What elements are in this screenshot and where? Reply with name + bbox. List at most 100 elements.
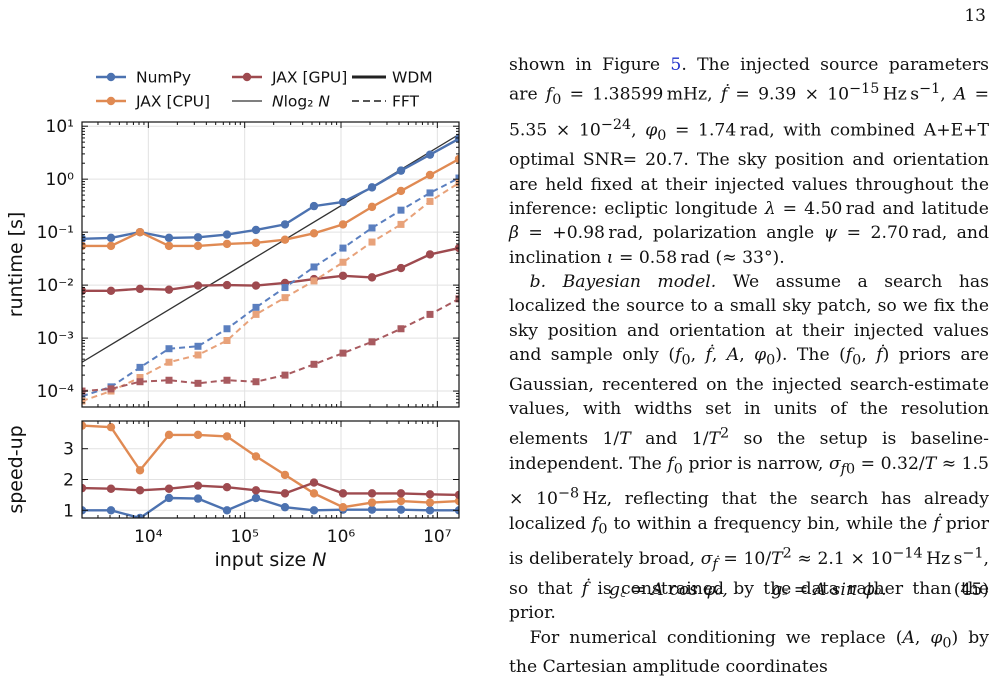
jax-gpu-wdm-point: [106, 286, 116, 296]
jax-gpu-wdm-point: [251, 281, 261, 290]
paragraph-conditioning: For numerical conditioning we replace (A…: [509, 627, 989, 678]
speedup-tick-label: 2: [63, 471, 74, 491]
legend-jax-gpu-marker: [242, 72, 252, 82]
numpy-fft-point: [281, 284, 289, 292]
jax-gpu-speedup-point: [367, 489, 377, 498]
jax-gpu-fft-point: [281, 371, 289, 379]
jax-gpu-speedup-point: [222, 483, 232, 492]
numpy-wdm-point: [367, 183, 377, 192]
numpy-speedup-point: [106, 506, 116, 515]
runtime-axis-label: runtime [s]: [5, 212, 27, 318]
jax-gpu-wdm-line: [82, 246, 459, 292]
jax-gpu-fft-point: [107, 385, 115, 393]
jax-cpu-speedup-point: [251, 452, 261, 461]
paragraph-bayesian-model: b. Bayesian model. We assume a search ha…: [509, 270, 989, 625]
jax-gpu-wdm-point: [135, 284, 145, 294]
equation-number: (45): [953, 580, 989, 600]
runtime-tick-label: 10⁻²: [37, 276, 74, 296]
jax-gpu-fft-point: [339, 349, 347, 357]
runtime-tick-label: 10⁻¹: [37, 223, 74, 243]
jax-cpu-wdm-point: [251, 238, 261, 247]
jax-cpu-speedup-point: [338, 503, 348, 512]
jax-gpu-speedup-point: [106, 484, 116, 493]
jax-cpu-wdm-point: [280, 235, 290, 244]
jax-gpu-speedup-point: [135, 486, 145, 495]
x-tick-label: 10⁵: [230, 527, 258, 547]
jax-cpu-speedup-point: [135, 466, 145, 475]
jax-gpu-fft-point: [397, 325, 405, 333]
speedup-tick-label: 1: [63, 501, 74, 521]
numpy-fft-point: [426, 189, 434, 197]
jax-gpu-wdm-point: [367, 273, 377, 282]
numpy-fft-line: [82, 177, 459, 398]
equation-body: g꜀ = A cos φ₀, gₛ = A sin φ₀.: [609, 580, 887, 600]
x-axis-label: input size N: [214, 549, 326, 571]
numpy-fft-point: [455, 174, 459, 182]
jax-gpu-speedup-point: [425, 490, 435, 499]
numpy-speedup-point: [193, 494, 203, 503]
jax-cpu-wdm-line: [82, 157, 459, 248]
jax-cpu-wdm-point: [309, 229, 319, 238]
jax-cpu-fft-point: [281, 294, 289, 302]
numpy-fft-point: [339, 244, 347, 252]
jax-gpu-fft-point: [455, 295, 459, 303]
jax-cpu-fft-point: [339, 258, 347, 266]
jax-gpu-speedup-point: [454, 490, 459, 500]
legend-fft-label: FFT: [392, 93, 420, 111]
jax-cpu-speedup-point: [82, 421, 87, 430]
runtime-tick-label: 10⁰: [46, 170, 75, 190]
numpy-wdm-point: [106, 233, 116, 243]
numpy-speedup-point: [367, 505, 377, 514]
jax-cpu-wdm-point: [164, 241, 174, 251]
jax-gpu-wdm-point: [222, 280, 232, 290]
jax-cpu-fft-point: [136, 374, 144, 382]
jax-gpu-speedup-point: [396, 489, 406, 498]
numpy-wdm-point: [193, 233, 203, 242]
jax-cpu-fft-point: [194, 351, 202, 359]
legend-n-log-n-label: Nlog₂ N: [272, 93, 330, 111]
numpy-fft-point: [397, 206, 405, 214]
jax-cpu-fft-point: [310, 277, 318, 285]
paragraph-injection: shown in Figure 5. The injected source p…: [509, 55, 990, 268]
jax-cpu-wdm-point: [222, 239, 232, 249]
jax-cpu-wdm-point: [135, 227, 145, 237]
jax-cpu-speedup-point: [222, 432, 232, 441]
jax-cpu-speedup-point: [309, 489, 319, 498]
jax-gpu-speedup-point: [309, 478, 319, 487]
jax-gpu-wdm-point: [396, 263, 406, 273]
numpy-speedup-point: [135, 513, 145, 518]
x-tick-label: 10⁷: [423, 527, 452, 547]
runtime-figure: 10⁻⁴ 10⁻³ 10⁻² 10⁻¹ 10⁰ 10¹ 1 2 3 10⁴ 10⁵ 10⁶ 10⁷ run…: [5, 69, 460, 571]
numpy-wdm-line: [82, 137, 459, 240]
jax-cpu-speedup-point: [396, 496, 406, 506]
jax-gpu-fft-point: [165, 376, 173, 384]
numpy-speedup-point: [222, 506, 232, 515]
numpy-wdm-point: [309, 201, 319, 211]
jax-cpu-speedup-point: [106, 422, 116, 432]
numpy-fft-point: [194, 342, 202, 350]
jax-gpu-speedup-point: [251, 486, 261, 495]
jax-gpu-fft-line: [82, 298, 459, 393]
jax-gpu-wdm-point: [338, 271, 348, 280]
numpy-speedup-point: [425, 506, 435, 515]
jax-cpu-speedup-line: [82, 424, 459, 509]
jax-cpu-fft-point: [252, 310, 260, 318]
legend-jax-cpu-label: JAX [CPU]: [135, 93, 210, 111]
numpy-fft-point: [136, 363, 144, 371]
jax-cpu-wdm-point: [106, 241, 116, 251]
jax-cpu-fft-point: [223, 337, 231, 345]
legend-jax-gpu-label: JAX [GPU]: [271, 69, 347, 87]
numpy-wdm-point: [338, 197, 348, 207]
numpy-speedup-point: [280, 503, 290, 512]
numpy-fft-point: [252, 303, 260, 311]
numpy-wdm-point: [164, 233, 174, 243]
runtime-tick-label: 10⁻⁴: [37, 382, 75, 402]
numpy-speedup-point: [396, 505, 406, 514]
paragraph-bayesian-body: We assume a search has localized the sou…: [509, 272, 990, 624]
numpy-speedup-line: [82, 496, 459, 518]
jax-cpu-speedup-point: [193, 430, 203, 440]
jax-gpu-speedup-point: [193, 481, 203, 490]
jax-cpu-wdm-point: [338, 220, 348, 229]
runtime-tick-label: 10¹: [46, 117, 74, 137]
jax-cpu-fft-point: [82, 397, 86, 405]
